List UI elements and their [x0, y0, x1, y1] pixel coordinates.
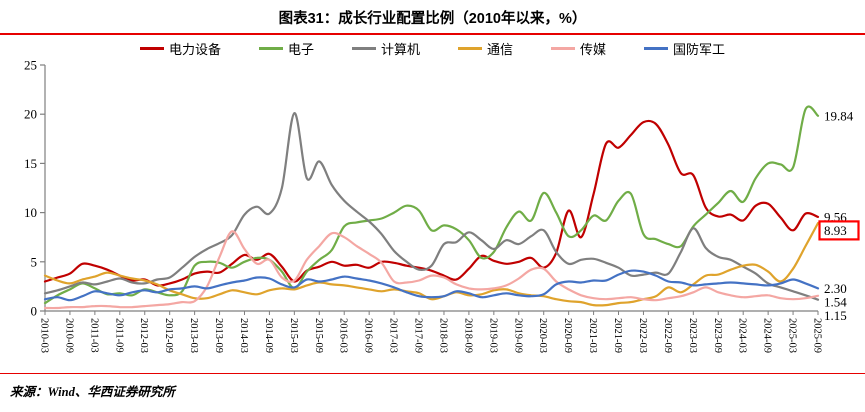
- series-line-5: [43, 269, 820, 302]
- y-tick-label: 0: [31, 304, 38, 319]
- x-tick-label: 2022-03: [637, 318, 648, 353]
- x-tick-label: 2010-03: [39, 318, 50, 353]
- x-tick-label: 2012-03: [138, 318, 149, 353]
- legend-item-1: 电子: [258, 39, 314, 58]
- legend-item-4: 传媒: [551, 39, 606, 58]
- x-tick-label: 2011-09: [113, 318, 124, 353]
- x-tick-label: 2014-09: [263, 318, 274, 353]
- x-tick-label: 2025-09: [812, 318, 823, 353]
- x-tick-label: 2024-09: [762, 318, 773, 353]
- x-tick-label: 2021-09: [612, 318, 623, 353]
- x-tick-label: 2012-09: [163, 318, 174, 353]
- x-tick-label: 2023-03: [687, 318, 698, 353]
- end-label-5: 1.15: [824, 308, 847, 323]
- legend-label-4: 传媒: [580, 41, 607, 57]
- end-label-2: 8.93: [824, 223, 847, 238]
- end-label-3: 2.30: [824, 281, 847, 296]
- y-tick-label: 10: [24, 205, 37, 220]
- end-label-0: 19.84: [824, 108, 854, 123]
- plot-area: 0 5 10 15 20 25 2010-03 2010-09 2011-03 2011-09 20…: [0, 58, 865, 373]
- legend-item-3: 通信: [458, 39, 513, 58]
- x-tick-label: 2011-03: [88, 318, 99, 353]
- legend-swatch-2: [351, 46, 376, 50]
- chart-legend: 电力设备 电子 计算机 通信 传媒 国防军工: [0, 35, 865, 61]
- chart-title: 图表31：成长行业配置比例（2010年以来，%）: [278, 11, 587, 27]
- x-tick-label: 2016-03: [338, 318, 349, 353]
- x-tick-label: 2025-03: [787, 318, 798, 353]
- x-tick-label: 2018-09: [462, 318, 473, 353]
- top-divider: [0, 33, 865, 35]
- x-tick-label: 2014-03: [238, 318, 249, 353]
- x-tick-label: 2024-03: [737, 318, 748, 353]
- x-tick-label: 2022-09: [662, 318, 673, 353]
- x-tick-label: 2018-03: [438, 318, 449, 353]
- y-tick-label: 5: [31, 254, 38, 269]
- highlight-box: [818, 220, 860, 241]
- legend-label-0: 电力设备: [168, 41, 221, 57]
- legend-swatch-4: [551, 46, 576, 50]
- legend-label-1: 电子: [287, 41, 314, 57]
- bottom-divider: [0, 373, 865, 374]
- legend-label-2: 计算机: [380, 41, 420, 57]
- x-tick-label: 2020-03: [537, 318, 548, 353]
- legend-swatch-0: [139, 46, 164, 50]
- x-tick-label: 2021-03: [587, 318, 598, 353]
- y-tick-label: 20: [24, 107, 37, 122]
- x-tick-label: 2015-09: [313, 318, 324, 353]
- series-line-0: [43, 119, 820, 287]
- line-chart: 0 5 10 15 20 25 2010-03 2010-09 2011-03 2011-09 20…: [24, 58, 860, 353]
- legend-swatch-1: [258, 46, 283, 50]
- series-line-4: [43, 230, 820, 310]
- y-tick-label: 15: [24, 156, 37, 171]
- legend-item-0: 电力设备: [139, 39, 221, 58]
- x-tick-label: 2015-03: [288, 318, 299, 353]
- x-tick-label: 2017-03: [388, 318, 399, 353]
- legend-swatch-5: [644, 46, 669, 50]
- x-tick-label: 2017-09: [413, 318, 424, 353]
- source-note: 来源：Wind、华西证券研究所: [10, 385, 175, 399]
- legend-label-5: 国防军工: [673, 41, 726, 57]
- series-line-3: [43, 222, 820, 307]
- x-tick-label: 2013-03: [188, 318, 199, 353]
- x-tick-label: 2019-09: [512, 318, 523, 353]
- x-tick-label: 2016-09: [363, 318, 374, 353]
- end-label-4: 1.54: [824, 294, 847, 309]
- legend-item-2: 计算机: [351, 39, 420, 58]
- x-tick-label: 2023-09: [712, 318, 723, 353]
- legend-item-5: 国防军工: [644, 39, 725, 58]
- x-tick-label: 2020-09: [562, 318, 573, 353]
- y-tick-label: 25: [24, 61, 37, 73]
- x-tick-label: 2010-09: [63, 318, 74, 353]
- legend-label-3: 通信: [487, 41, 514, 57]
- series-line-2: [43, 112, 820, 301]
- x-tick-label: 2019-03: [487, 318, 498, 353]
- x-tick-label: 2013-09: [213, 318, 224, 353]
- series-line-1: [43, 105, 820, 305]
- legend-swatch-3: [458, 46, 482, 50]
